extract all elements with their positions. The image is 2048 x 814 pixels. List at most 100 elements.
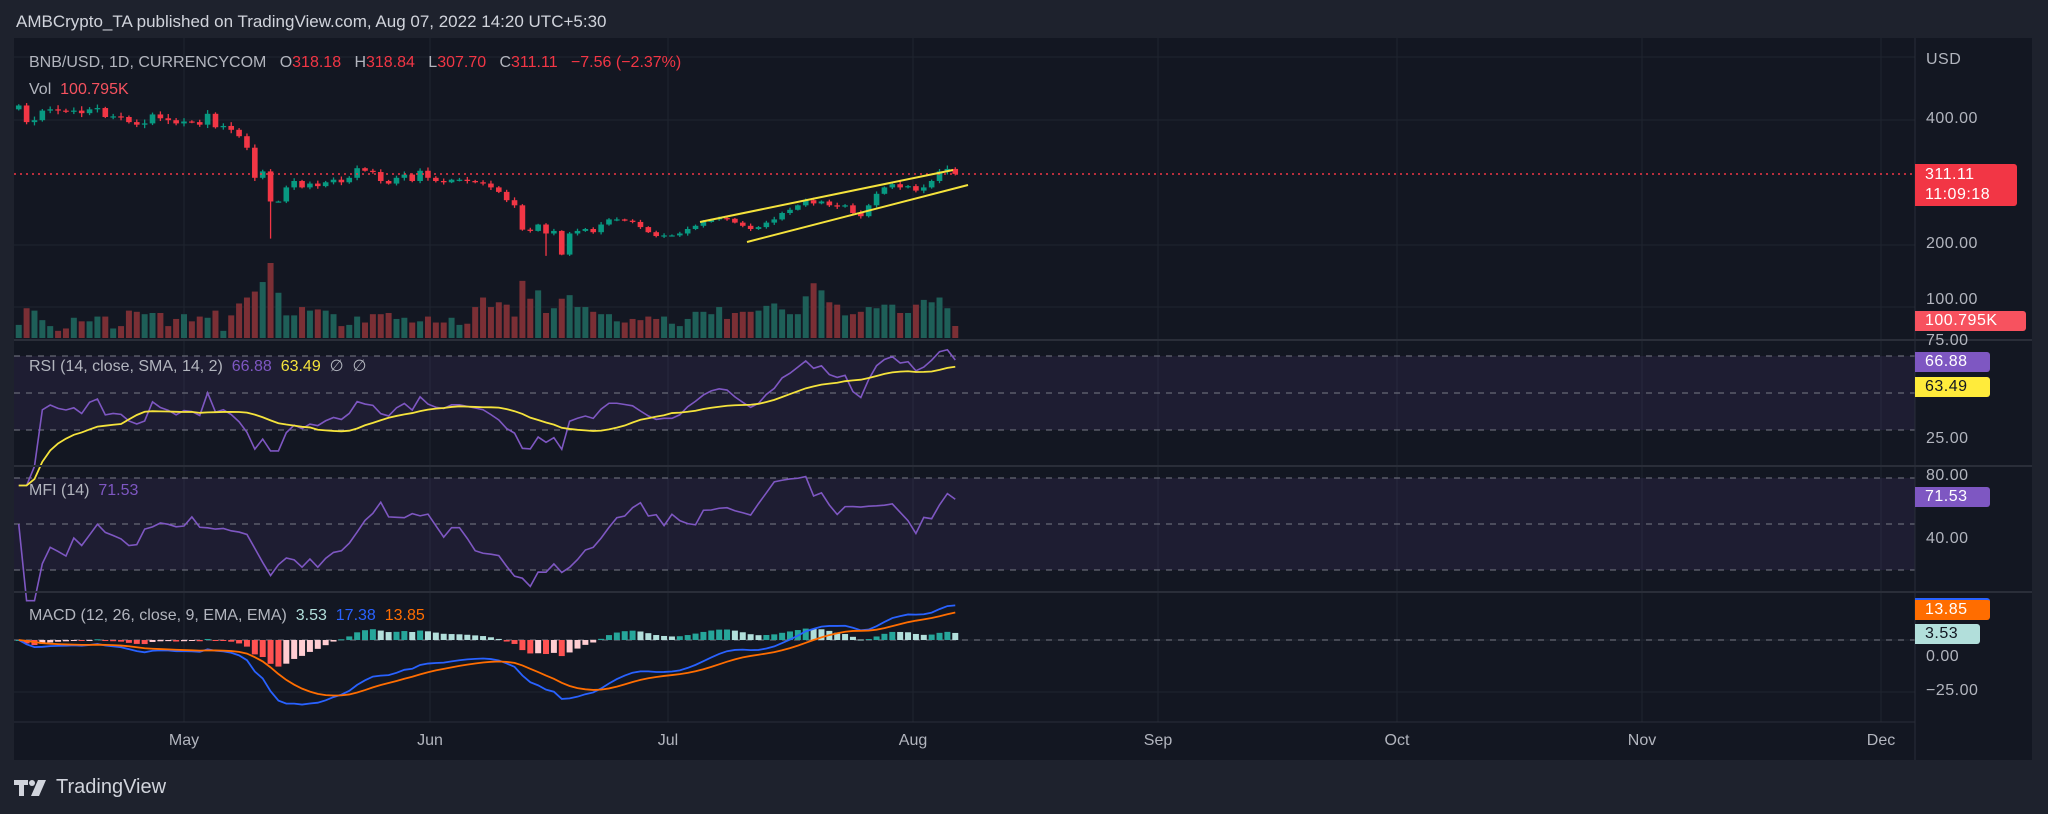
macd-histogram-bar	[684, 635, 691, 640]
volume-bar	[39, 320, 46, 338]
volume-bar	[810, 283, 817, 338]
volume-bar	[621, 322, 628, 338]
volume-bar	[417, 321, 424, 338]
macd-histogram-bar	[747, 634, 754, 640]
candle-body	[511, 200, 518, 206]
volume-bar	[173, 318, 180, 338]
macd-histogram-bar	[503, 640, 510, 642]
symbol-legend[interactable]: BNB/USD, 1D, CURRENCYCOM O318.18 H318.84…	[29, 54, 681, 72]
candle-body	[220, 125, 227, 128]
macd-histogram-bar	[731, 630, 738, 640]
volume-bar	[763, 305, 770, 338]
candle-body	[157, 114, 164, 119]
rsi-legend[interactable]: RSI (14, close, SMA, 14, 2) 66.88 63.49 …	[29, 356, 366, 376]
candle-body	[574, 230, 581, 234]
volume-bar	[220, 330, 227, 338]
macd-histogram-bar	[550, 640, 557, 653]
volume-bar	[267, 263, 274, 338]
volume-bar	[47, 326, 54, 338]
volume-bar	[440, 322, 447, 338]
candle-body	[543, 224, 549, 234]
volume-bar	[94, 316, 101, 338]
candle-body	[149, 114, 156, 124]
volume-bar	[291, 315, 298, 338]
macd-histogram-bar	[39, 640, 46, 644]
macd-histogram-bar	[716, 629, 723, 640]
high-label: H	[354, 54, 366, 71]
volume-bar	[700, 311, 707, 338]
tradingview-logo[interactable]: TradingView	[14, 776, 166, 799]
volume-bar	[133, 311, 140, 338]
candle-body	[897, 184, 903, 188]
symbol-info: BNB/USD, 1D, CURRENCYCOM	[29, 54, 267, 71]
volume-bar	[794, 314, 801, 338]
candle-body	[739, 222, 746, 226]
macd-histogram-bar	[779, 632, 786, 640]
candle-body	[850, 205, 856, 213]
macd-histogram-bar	[86, 640, 93, 641]
volume-bar	[401, 317, 408, 338]
volume-label: Vol	[29, 81, 52, 98]
volume-bars	[15, 263, 959, 338]
volume-bar	[31, 310, 38, 338]
macd-hist-tag: 3.53	[1915, 624, 1980, 644]
candle-body	[558, 230, 565, 255]
volume-bar	[157, 313, 164, 338]
macd-value: 17.38	[335, 607, 376, 624]
macd-histogram-bar	[259, 640, 266, 658]
macd-histogram-bar	[110, 640, 117, 642]
candle-body	[464, 179, 471, 181]
candle-body	[252, 147, 258, 178]
time-label-jun: Jun	[417, 732, 443, 749]
candle-body	[456, 179, 463, 181]
macd-histogram-bar	[708, 630, 715, 640]
candle-body	[763, 222, 770, 228]
macd-histogram-bar	[810, 628, 817, 640]
macd-histogram-bar	[818, 629, 825, 640]
volume-bar	[912, 304, 919, 338]
candle-body	[393, 177, 400, 184]
volume-bar	[755, 310, 762, 338]
last-price-value: 311.11	[1925, 166, 1975, 183]
mfi-tick: 40.00	[1926, 530, 1969, 547]
rsi-empty-1: ∅	[329, 358, 344, 375]
macd-histogram-bar	[889, 631, 896, 640]
volume-bar	[527, 298, 534, 338]
volume-bar	[550, 308, 557, 338]
macd-histogram-bar	[574, 640, 581, 649]
volume-bar	[110, 328, 117, 338]
macd-histogram-bar	[424, 631, 431, 640]
macd-histogram-bar	[511, 640, 518, 644]
candle-body	[810, 200, 817, 204]
mfi-legend[interactable]: MFI (14) 71.53	[29, 482, 138, 500]
macd-histogram-bar	[102, 640, 109, 641]
volume-legend[interactable]: Vol 100.795K	[29, 81, 129, 99]
macd-legend[interactable]: MACD (12, 26, close, 9, EMA, EMA) 3.53 1…	[29, 607, 425, 625]
macd-histogram-bar	[181, 640, 187, 642]
macd-histogram-bar	[306, 640, 313, 652]
macd-histogram-bar	[786, 631, 793, 640]
candle-body	[291, 181, 297, 188]
rsi-line	[18, 348, 956, 487]
rsi-empty-2: ∅	[352, 358, 367, 375]
channel-upper-line[interactable]	[699, 169, 954, 223]
channel-lower-line[interactable]	[746, 184, 969, 243]
macd-histogram-bar	[857, 639, 864, 641]
candle-body	[385, 181, 392, 184]
low-value: 307.70	[437, 54, 487, 71]
volume-bar	[739, 311, 746, 338]
volume-bar	[668, 323, 675, 338]
volume-bar	[385, 313, 392, 338]
candle-body	[102, 108, 109, 117]
rsi-tick: 75.00	[1926, 332, 1969, 349]
candle-body	[346, 177, 353, 183]
candle-body	[86, 109, 93, 114]
rsi-sma-value: 63.49	[280, 358, 321, 375]
volume-bar	[519, 280, 526, 338]
macd-histogram-bar	[299, 640, 306, 656]
candle-body	[370, 170, 376, 173]
candle-body	[732, 218, 738, 223]
candle-body	[417, 170, 423, 181]
volume-bar	[605, 314, 612, 338]
